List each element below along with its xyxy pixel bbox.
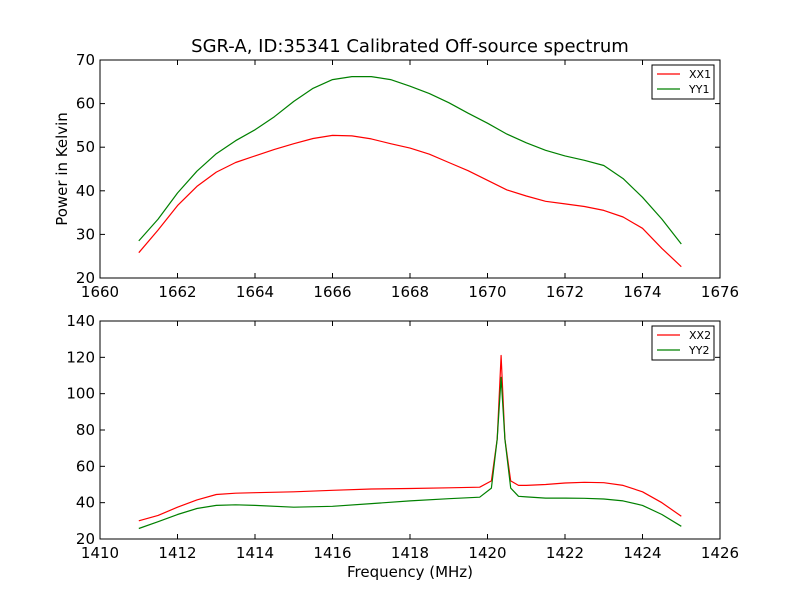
x-tick-label: 1660 — [81, 283, 119, 301]
x-tick-label: 1410 — [81, 544, 119, 562]
ticks-top: 1660 1662 1664 1666 1668 1670 1672 1674 1676 20 30… — [76, 51, 739, 301]
x-tick-label: 1414 — [236, 544, 274, 562]
y-tick-label: 20 — [76, 269, 95, 287]
ticks-bottom: 1410 1412 1414 1416 1418 1420 1422 1424 1426 20 40… — [66, 312, 739, 562]
axes-frame-bottom — [99, 320, 721, 540]
x-tick-label: 1420 — [468, 544, 506, 562]
series-line-yy1 — [138, 76, 682, 245]
y-tick-label: 20 — [76, 530, 95, 548]
y-tick-label: 40 — [76, 494, 95, 512]
x-tick-label: 1412 — [158, 544, 196, 562]
x-tick-label: 1424 — [623, 544, 661, 562]
series-line-yy2 — [138, 376, 682, 530]
legend-frame-top — [651, 64, 715, 100]
legend-label-yy2: YY2 — [688, 344, 709, 357]
series-line-xx2 — [138, 354, 682, 522]
spectrum-panel-bottom: 1410 1412 1414 1416 1418 1420 1422 1424 1426 20 40… — [66, 312, 739, 581]
y-tick-label: 60 — [76, 95, 95, 113]
legend-frame-bottom — [651, 325, 715, 361]
series-line-xx1 — [138, 134, 682, 268]
x-tick-label: 1668 — [391, 283, 429, 301]
x-tick-label: 1674 — [623, 283, 661, 301]
legend-label-xx2: XX2 — [689, 329, 711, 342]
x-tick-label: 1662 — [158, 283, 196, 301]
x-tick-label: 1416 — [313, 544, 351, 562]
y-tick-label: 140 — [66, 312, 95, 330]
y-tick-label: 120 — [66, 348, 95, 366]
x-tick-label: 1666 — [313, 283, 351, 301]
y-tick-label: 30 — [76, 225, 95, 243]
y-tick-label: 40 — [76, 182, 95, 200]
axes-frame-top — [99, 59, 721, 279]
y-tick-label: 100 — [66, 385, 95, 403]
x-tick-label: 1422 — [546, 544, 584, 562]
plot-area-bottom — [138, 354, 682, 530]
x-tick-label: 1676 — [701, 283, 739, 301]
y-tick-label: 50 — [76, 138, 95, 156]
x-tick-label: 1426 — [701, 544, 739, 562]
y-axis-label-top: Power in Kelvin — [53, 112, 71, 226]
x-tick-label: 1670 — [468, 283, 506, 301]
y-tick-label: 70 — [76, 51, 95, 69]
legend-label-xx1: XX1 — [689, 68, 711, 81]
x-tick-label: 1664 — [236, 283, 274, 301]
legend-top: XX1 YY1 — [651, 64, 715, 100]
spectrum-panel-top: 1660 1662 1664 1666 1668 1670 1672 1674 1676 20 30… — [53, 51, 739, 301]
legend-label-yy1: YY1 — [688, 83, 709, 96]
plot-area-top — [138, 76, 682, 268]
x-tick-label: 1672 — [546, 283, 584, 301]
y-tick-label: 60 — [76, 457, 95, 475]
x-axis-label-bottom: Frequency (MHz) — [347, 563, 473, 581]
y-tick-label: 80 — [76, 421, 95, 439]
figure-title: SGR-A, ID:35341 Calibrated Off-source sp… — [191, 36, 629, 57]
legend-bottom: XX2 YY2 — [651, 325, 715, 361]
x-tick-label: 1418 — [391, 544, 429, 562]
